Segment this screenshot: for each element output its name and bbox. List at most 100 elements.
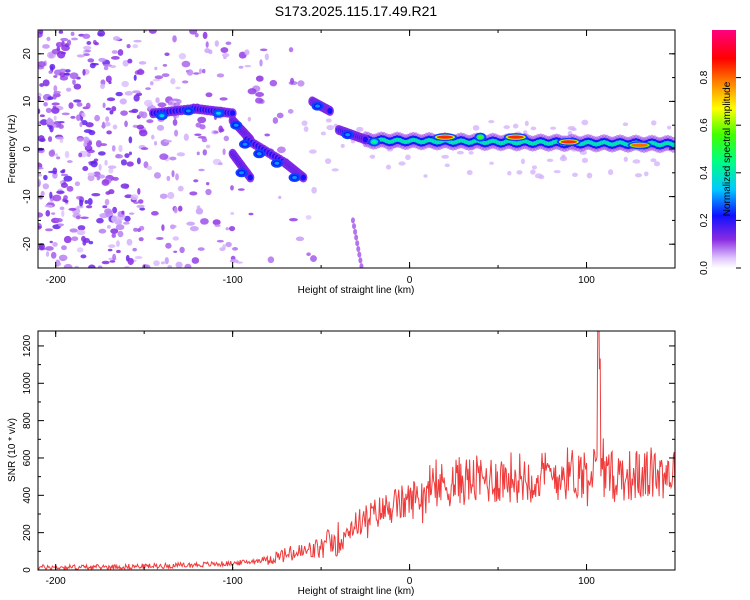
noise-blob [136, 69, 145, 75]
noise-blob [84, 49, 92, 53]
noise-blob [120, 159, 127, 166]
noise-blob [40, 190, 45, 197]
noise-blob [115, 91, 123, 97]
noise-blob [63, 235, 72, 244]
noise-blob [278, 195, 282, 199]
noise-blob [218, 162, 223, 166]
noise-blob [163, 139, 172, 143]
noise-blob [105, 107, 112, 111]
noise-blob [326, 125, 335, 131]
noise-blob [124, 215, 131, 222]
noise-blob [38, 226, 42, 229]
noise-blob [78, 152, 83, 158]
noise-blob [79, 199, 84, 207]
noise-blob [83, 45, 92, 50]
spectrogram-y-tick-label: -10 [22, 189, 33, 204]
noise-blob [102, 205, 108, 209]
noise-blob [38, 30, 44, 35]
noise-blob [126, 238, 133, 246]
noise-blob [74, 181, 81, 187]
colorbar-tick-label: 0.0 [699, 261, 710, 275]
noise-blob [423, 174, 428, 178]
noise-blob [76, 54, 85, 58]
noise-blob [176, 152, 186, 157]
noise-blob [230, 211, 235, 216]
noise-blob [57, 51, 66, 59]
noise-blob [468, 150, 474, 155]
noise-blob [272, 117, 279, 124]
noise-blob [38, 61, 46, 68]
noise-blob [65, 69, 71, 73]
noise-blob [124, 265, 130, 268]
noise-blob [88, 240, 94, 245]
noise-blob [52, 194, 62, 202]
noise-blob [238, 65, 244, 69]
noise-blob [82, 33, 91, 39]
noise-blob [172, 236, 179, 241]
noise-blob [177, 205, 183, 212]
spectrogram-x-tick-label: 100 [578, 275, 595, 286]
noise-blob [136, 204, 145, 209]
colorbar-label: Normalized spectral amplitude [722, 81, 733, 216]
noise-blob [52, 167, 58, 175]
noise-blob [288, 47, 294, 53]
noise-blob [91, 192, 101, 197]
noise-blob [650, 158, 657, 163]
noise-blob [466, 170, 473, 176]
noise-blob [276, 112, 284, 119]
noise-blob [133, 94, 140, 102]
noise-blob [104, 159, 108, 166]
snr-y-tick-label: 1200 [22, 334, 33, 357]
noise-blob [53, 85, 58, 93]
noise-blob [189, 191, 198, 196]
colorbar-gradient [712, 30, 736, 268]
noise-blob [81, 119, 88, 126]
noise-blob [66, 185, 74, 192]
noise-blob [112, 253, 117, 261]
noise-blob [309, 149, 317, 154]
noise-blob [305, 215, 312, 220]
spectrogram-x-tick-label: 0 [407, 275, 413, 286]
noise-blob [108, 80, 112, 85]
noise-blob [193, 72, 200, 75]
noise-blob [186, 69, 194, 76]
noise-blob [138, 237, 144, 242]
noise-blob [225, 227, 229, 231]
noise-blob [60, 173, 69, 177]
noise-blob [106, 225, 111, 229]
colorbar-tick-label: 0.2 [699, 213, 710, 227]
noise-blob [61, 210, 65, 217]
noise-blob [151, 134, 155, 140]
noise-blob [73, 83, 82, 90]
noise-blob [63, 175, 73, 182]
snr-y-tick-label: 1000 [22, 372, 33, 395]
snr-y-tick-label: 400 [22, 487, 33, 504]
noise-blob [136, 157, 141, 165]
noise-blob [174, 129, 179, 137]
noise-blob [84, 199, 89, 205]
noise-blob [138, 111, 144, 118]
noise-blob [170, 78, 176, 85]
noise-blob [162, 63, 168, 67]
noise-blob [111, 106, 117, 112]
noise-blob [123, 221, 130, 225]
noise-blob [85, 205, 93, 209]
noise-blob [55, 136, 65, 140]
noise-blob [90, 160, 98, 168]
snr-x-tick-label: -100 [223, 576, 243, 587]
noise-blob [225, 241, 232, 248]
noise-blob [167, 191, 175, 200]
noise-blob [205, 188, 212, 196]
noise-blob [76, 102, 83, 107]
noise-blob [530, 126, 537, 131]
noise-blob [66, 39, 72, 46]
noise-blob [120, 110, 128, 116]
spectrogram-y-ticks: -20 -10 0 10 20 [22, 29, 675, 269]
noise-blob [538, 174, 545, 180]
noise-blob [572, 172, 578, 178]
noise-blob [228, 225, 236, 232]
noise-blob [116, 240, 120, 247]
spectrogram-x-tick-label: -100 [223, 275, 243, 286]
noise-blob [96, 217, 104, 224]
